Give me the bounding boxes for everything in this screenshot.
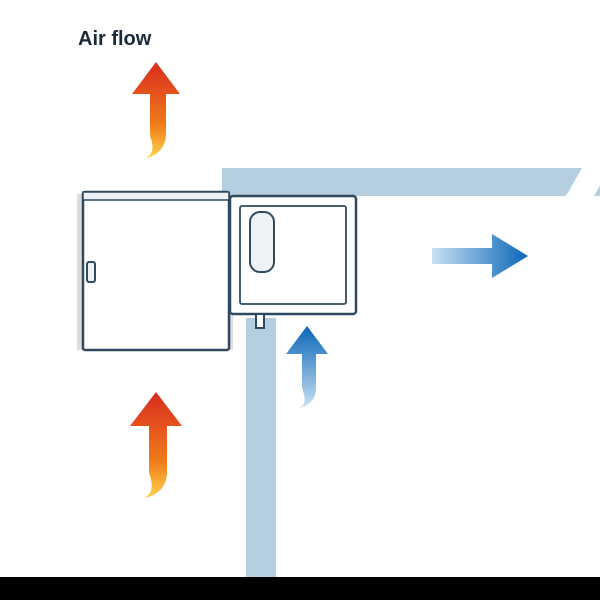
airflow-diagram: { "title": { "text": "Air flow", "x": 78… bbox=[0, 0, 600, 600]
diagram-title: Air flow bbox=[78, 28, 151, 51]
hot-arrow-top bbox=[126, 62, 186, 172]
unit-body bbox=[73, 186, 243, 356]
hot-arrow-bottom bbox=[124, 392, 188, 510]
unit-head bbox=[226, 192, 366, 342]
duct-vertical bbox=[246, 318, 276, 578]
bottom-crop bbox=[0, 577, 600, 600]
cold-arrow-right bbox=[432, 232, 530, 280]
cold-arrow-up bbox=[282, 326, 332, 412]
